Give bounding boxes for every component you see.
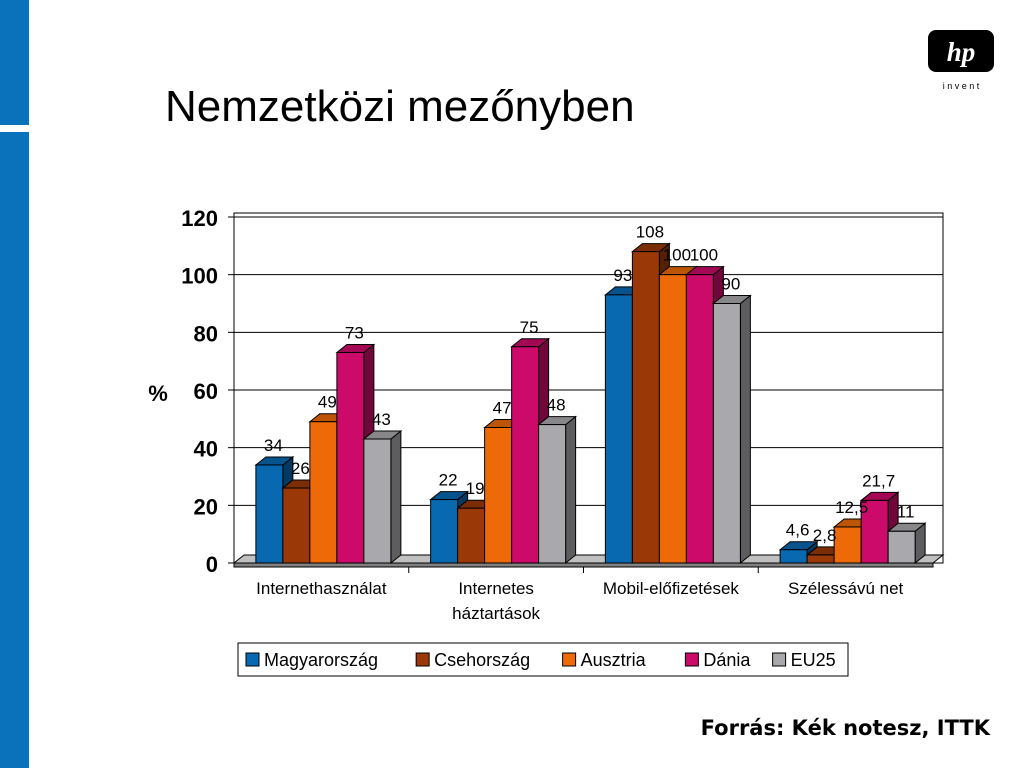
x-tick-label: Internetes (458, 579, 534, 598)
legend (237, 642, 849, 677)
bar-2-5 (537, 415, 578, 565)
x-tick-label: háztartások (452, 604, 540, 623)
bar-front (712, 303, 741, 564)
data-label: 22 (439, 471, 458, 490)
data-label: 47 (493, 398, 512, 417)
source-note: Forrás: Kék notesz, ITTK (700, 716, 990, 740)
x-tick-label: Mobil-előfizetések (603, 579, 740, 598)
data-label: 93 (613, 266, 632, 285)
bar-side (565, 415, 577, 565)
data-label: 2,8 (813, 526, 837, 545)
logo-tagline: i n v e n t (943, 81, 980, 91)
data-label: 100 (663, 246, 691, 265)
bar-1-5 (362, 429, 403, 565)
y-tick-label: 60 (194, 379, 218, 404)
bar-front (430, 499, 459, 564)
data-label: 43 (372, 410, 391, 429)
data-label: 21,7 (862, 471, 895, 490)
chart-floor-edge (233, 562, 934, 568)
legend-swatch (684, 652, 699, 667)
bar-4-5 (886, 522, 927, 565)
y-tick-label: 120 (181, 206, 218, 231)
bar-front (336, 352, 365, 564)
x-tick-label: Szélessávú net (788, 579, 904, 598)
legend-swatch (772, 652, 787, 667)
data-label: 19 (466, 479, 485, 498)
bar-front (363, 438, 392, 564)
x-tick-label: Internethasználat (256, 579, 387, 598)
accent-bar-bottom (0, 132, 29, 768)
data-label: 34 (264, 436, 283, 455)
bar-front (860, 499, 889, 564)
data-label: 75 (520, 318, 539, 337)
data-label: 11 (897, 502, 915, 521)
legend-swatch (415, 652, 430, 667)
hp-logo-icon: hp i n v e n t (928, 30, 994, 91)
bar-side (739, 294, 751, 565)
y-tick-label: 40 (194, 437, 218, 462)
bar-front (255, 464, 284, 564)
data-label: 26 (291, 459, 310, 478)
bar-front (511, 346, 540, 564)
data-label: 49 (318, 393, 337, 412)
legend-label: EU25 (791, 650, 836, 670)
bar-front (604, 294, 633, 564)
legend-swatch (562, 652, 577, 667)
bar-front (685, 274, 714, 564)
bar-front (779, 549, 808, 564)
legend-label: Magyarország (264, 650, 378, 670)
bar-front (538, 424, 567, 564)
data-label: 100 (690, 246, 718, 265)
bar-3-5 (711, 294, 752, 565)
accent-bar-top (0, 0, 29, 125)
legend-label: Ausztria (581, 650, 647, 670)
bar-front (631, 251, 660, 564)
legend-swatch (245, 652, 260, 667)
data-label: 12,5 (835, 498, 868, 517)
bar-front (309, 421, 338, 564)
bar-front (484, 426, 513, 564)
y-tick-label: 20 (194, 494, 218, 519)
legend-label: Csehország (434, 650, 530, 670)
y-tick-label: 0 (206, 552, 218, 577)
data-label: 48 (547, 396, 566, 415)
y-tick-label: 80 (194, 321, 218, 346)
logo-brand-text: hp (947, 37, 976, 67)
bar-front (282, 487, 311, 564)
bar-front (658, 274, 687, 564)
y-axis-label: % (148, 381, 168, 406)
slide-title: Nemzetközi mezőnyben (165, 82, 635, 131)
y-tick-label: 100 (181, 264, 218, 289)
bar-front (806, 554, 835, 564)
bar-front (887, 530, 916, 564)
data-label: 108 (636, 223, 664, 242)
data-label: 73 (345, 324, 364, 343)
data-label: 4,6 (786, 521, 810, 540)
bar-front (833, 526, 862, 564)
bar-front (457, 507, 486, 564)
legend-label: Dánia (703, 650, 751, 670)
bar-side (390, 429, 402, 565)
data-label: 90 (721, 275, 740, 294)
